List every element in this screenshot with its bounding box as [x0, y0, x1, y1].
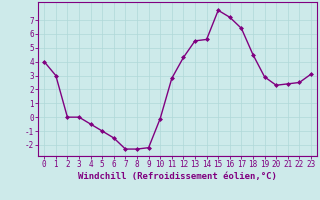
X-axis label: Windchill (Refroidissement éolien,°C): Windchill (Refroidissement éolien,°C)	[78, 172, 277, 181]
